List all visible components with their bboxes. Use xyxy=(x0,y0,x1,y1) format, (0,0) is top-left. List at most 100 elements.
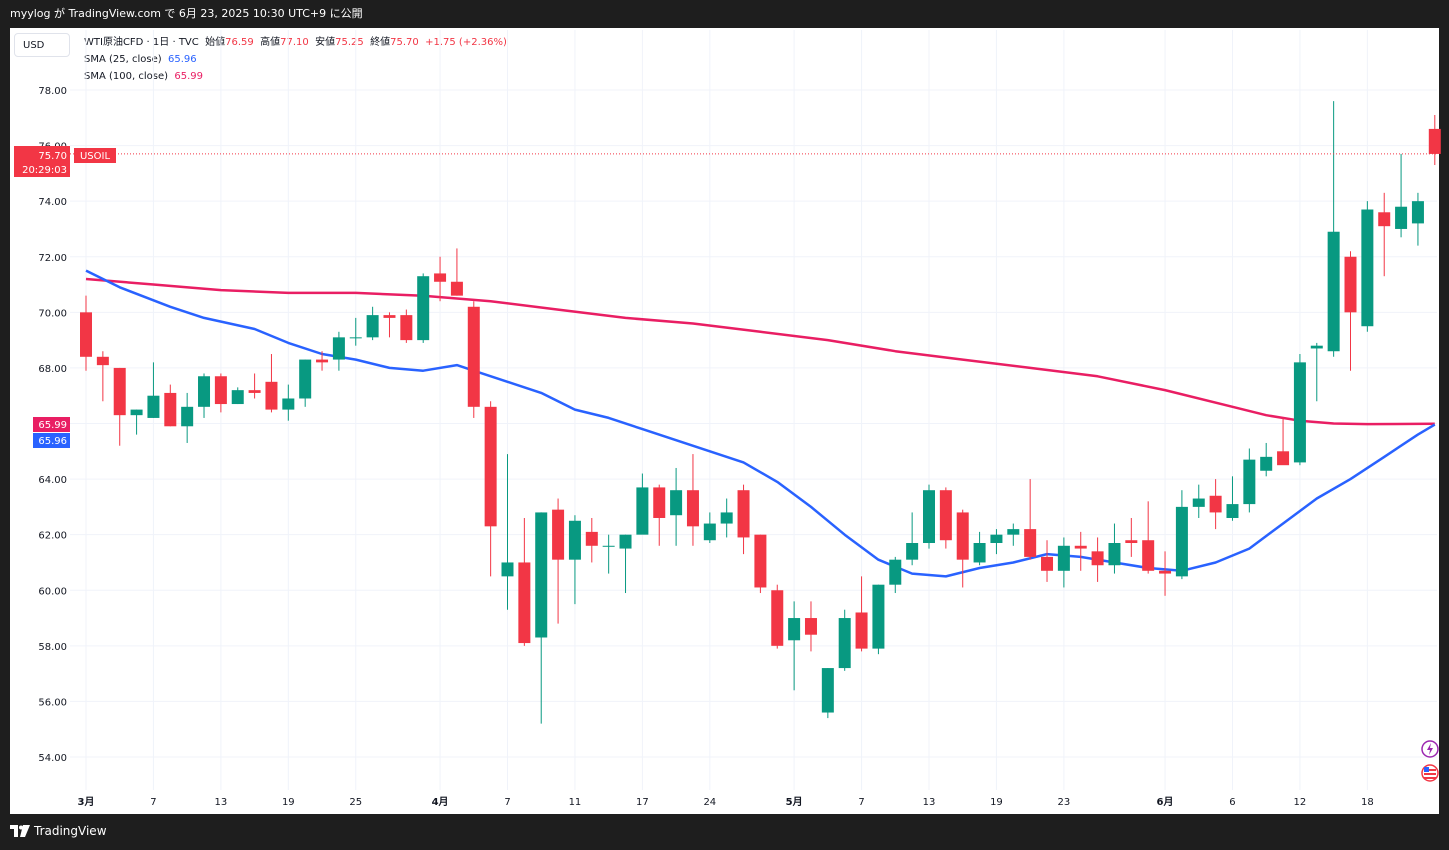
currency-button[interactable]: USD xyxy=(14,33,70,57)
sma100-tag xyxy=(33,417,70,432)
sma25-tag xyxy=(33,433,70,448)
x-tick-label: 24 xyxy=(703,797,716,808)
x-tick-label: 19 xyxy=(282,797,295,808)
candle-body xyxy=(956,512,969,560)
candle-body xyxy=(906,543,919,560)
candle-body xyxy=(552,509,565,560)
y-tick-label: 72.00 xyxy=(38,253,67,264)
candle-body xyxy=(670,490,683,516)
last-price-value: 75.70 xyxy=(38,151,67,162)
publish-header: myylog が TradingView.com で 6月 23, 2025 1… xyxy=(0,0,1449,28)
x-tick-label: 5月 xyxy=(786,796,803,808)
legend-sma25-row[interactable]: SMA (25, close) 65.96 xyxy=(84,51,507,68)
candle-body xyxy=(1175,506,1188,577)
legend-high-value: 77.10 xyxy=(280,37,309,48)
sma100-line xyxy=(85,277,1435,426)
x-tick-label: 6 xyxy=(1229,797,1235,808)
x-tick-label: 23 xyxy=(1058,797,1071,808)
candle-body xyxy=(1428,128,1441,154)
candle-body xyxy=(1041,556,1054,571)
candle-body xyxy=(1108,543,1121,566)
candle-body xyxy=(973,543,986,563)
candle-body xyxy=(349,337,362,339)
y-tick-label: 64.00 xyxy=(38,475,67,486)
candle-body xyxy=(788,618,801,641)
x-tick-label: 11 xyxy=(569,797,582,808)
candle-body xyxy=(1344,256,1357,313)
x-tick-label: 12 xyxy=(1294,797,1307,808)
legend-symbol[interactable]: WTI原油CFD · 1日 · TVC xyxy=(84,37,199,48)
legend-close-value: 75.70 xyxy=(390,37,419,48)
candle-body xyxy=(366,315,379,338)
candle-body xyxy=(889,559,902,585)
candle-body xyxy=(1361,209,1374,327)
x-tick-label: 6月 xyxy=(1157,796,1174,808)
candle-body xyxy=(214,376,227,405)
candle-body xyxy=(198,376,211,407)
time-axis[interactable]: 3月 7 13 19 25 4月 7 11 17 24 5月 7 13 19 23 6月 6 12 18 xyxy=(78,796,1374,808)
legend-low-label: 安値 xyxy=(315,37,336,48)
candle-body xyxy=(1024,529,1037,557)
candle-body xyxy=(164,392,177,427)
candle-body xyxy=(434,273,447,282)
y-tick-label: 56.00 xyxy=(38,697,67,708)
legend-sma25-label: SMA (25, close) xyxy=(84,54,162,65)
candle-body xyxy=(838,618,851,669)
chart-frame[interactable]: USD WTI原油CFD · 1日 · TVC 始値76.59 高値77.10 … xyxy=(10,28,1439,814)
sma100-tag-value: 65.99 xyxy=(38,420,67,431)
candle-body xyxy=(754,534,767,588)
candle-body xyxy=(80,312,92,357)
candle-body xyxy=(181,406,194,427)
candle-body xyxy=(653,487,666,518)
candle-body xyxy=(450,281,463,296)
y-tick-label: 60.00 xyxy=(38,586,67,597)
candle-body xyxy=(96,356,109,366)
y-tick-label: 70.00 xyxy=(38,308,67,319)
candle-body xyxy=(568,520,581,560)
countdown: 20:29:03 xyxy=(22,165,67,176)
candle-body xyxy=(771,590,784,646)
candle-body xyxy=(383,315,396,318)
x-tick-label: 7 xyxy=(150,797,156,808)
tradingview-logo[interactable]: TradingView xyxy=(10,824,107,838)
price-chart[interactable]: 54.0056.0058.0060.0062.0064.0066.0068.00… xyxy=(0,0,1449,814)
chart-legend: WTI原油CFD · 1日 · TVC 始値76.59 高値77.10 安値75… xyxy=(84,34,507,85)
x-tick-label: 3月 xyxy=(78,796,95,808)
flash-icon[interactable] xyxy=(1421,740,1439,758)
candle-body xyxy=(804,618,817,635)
legend-open-label: 始値 xyxy=(205,37,226,48)
legend-sma100-row[interactable]: SMA (100, close) 65.99 xyxy=(84,68,507,85)
candle-body xyxy=(467,306,480,407)
candle-body xyxy=(1142,540,1155,571)
candle-body xyxy=(1057,545,1070,571)
candle-body xyxy=(1007,529,1020,535)
candle-body xyxy=(821,668,834,713)
candle-body xyxy=(299,359,312,399)
candle-body xyxy=(939,490,952,541)
price-tags: 75.70 20:29:03 USOIL 65.99 65.96 xyxy=(14,146,116,448)
candle-body xyxy=(1159,570,1172,574)
candle-body xyxy=(130,409,143,416)
x-tick-label: 13 xyxy=(923,797,936,808)
candle-body xyxy=(400,315,413,341)
candle-body xyxy=(1125,540,1138,544)
x-tick-label: 7 xyxy=(858,797,864,808)
candle-body xyxy=(1395,206,1408,229)
x-tick-label: 17 xyxy=(636,797,649,808)
candle-body xyxy=(872,584,885,649)
candle-body xyxy=(1091,551,1104,566)
candle-body xyxy=(1411,201,1424,224)
x-tick-label: 25 xyxy=(349,797,362,808)
candle-body xyxy=(501,562,514,577)
candle-body xyxy=(855,612,868,649)
legend-sma100-label: SMA (100, close) xyxy=(84,71,168,82)
candle-body xyxy=(619,534,632,549)
us-flag-icon[interactable] xyxy=(1421,764,1439,782)
y-tick-label: 54.00 xyxy=(38,753,67,764)
candle-body xyxy=(484,406,497,527)
tradingview-logo-icon xyxy=(10,825,30,837)
candle-body xyxy=(923,490,935,544)
candle-body xyxy=(147,395,160,418)
candle-body xyxy=(248,390,261,393)
candle-body xyxy=(720,512,733,524)
